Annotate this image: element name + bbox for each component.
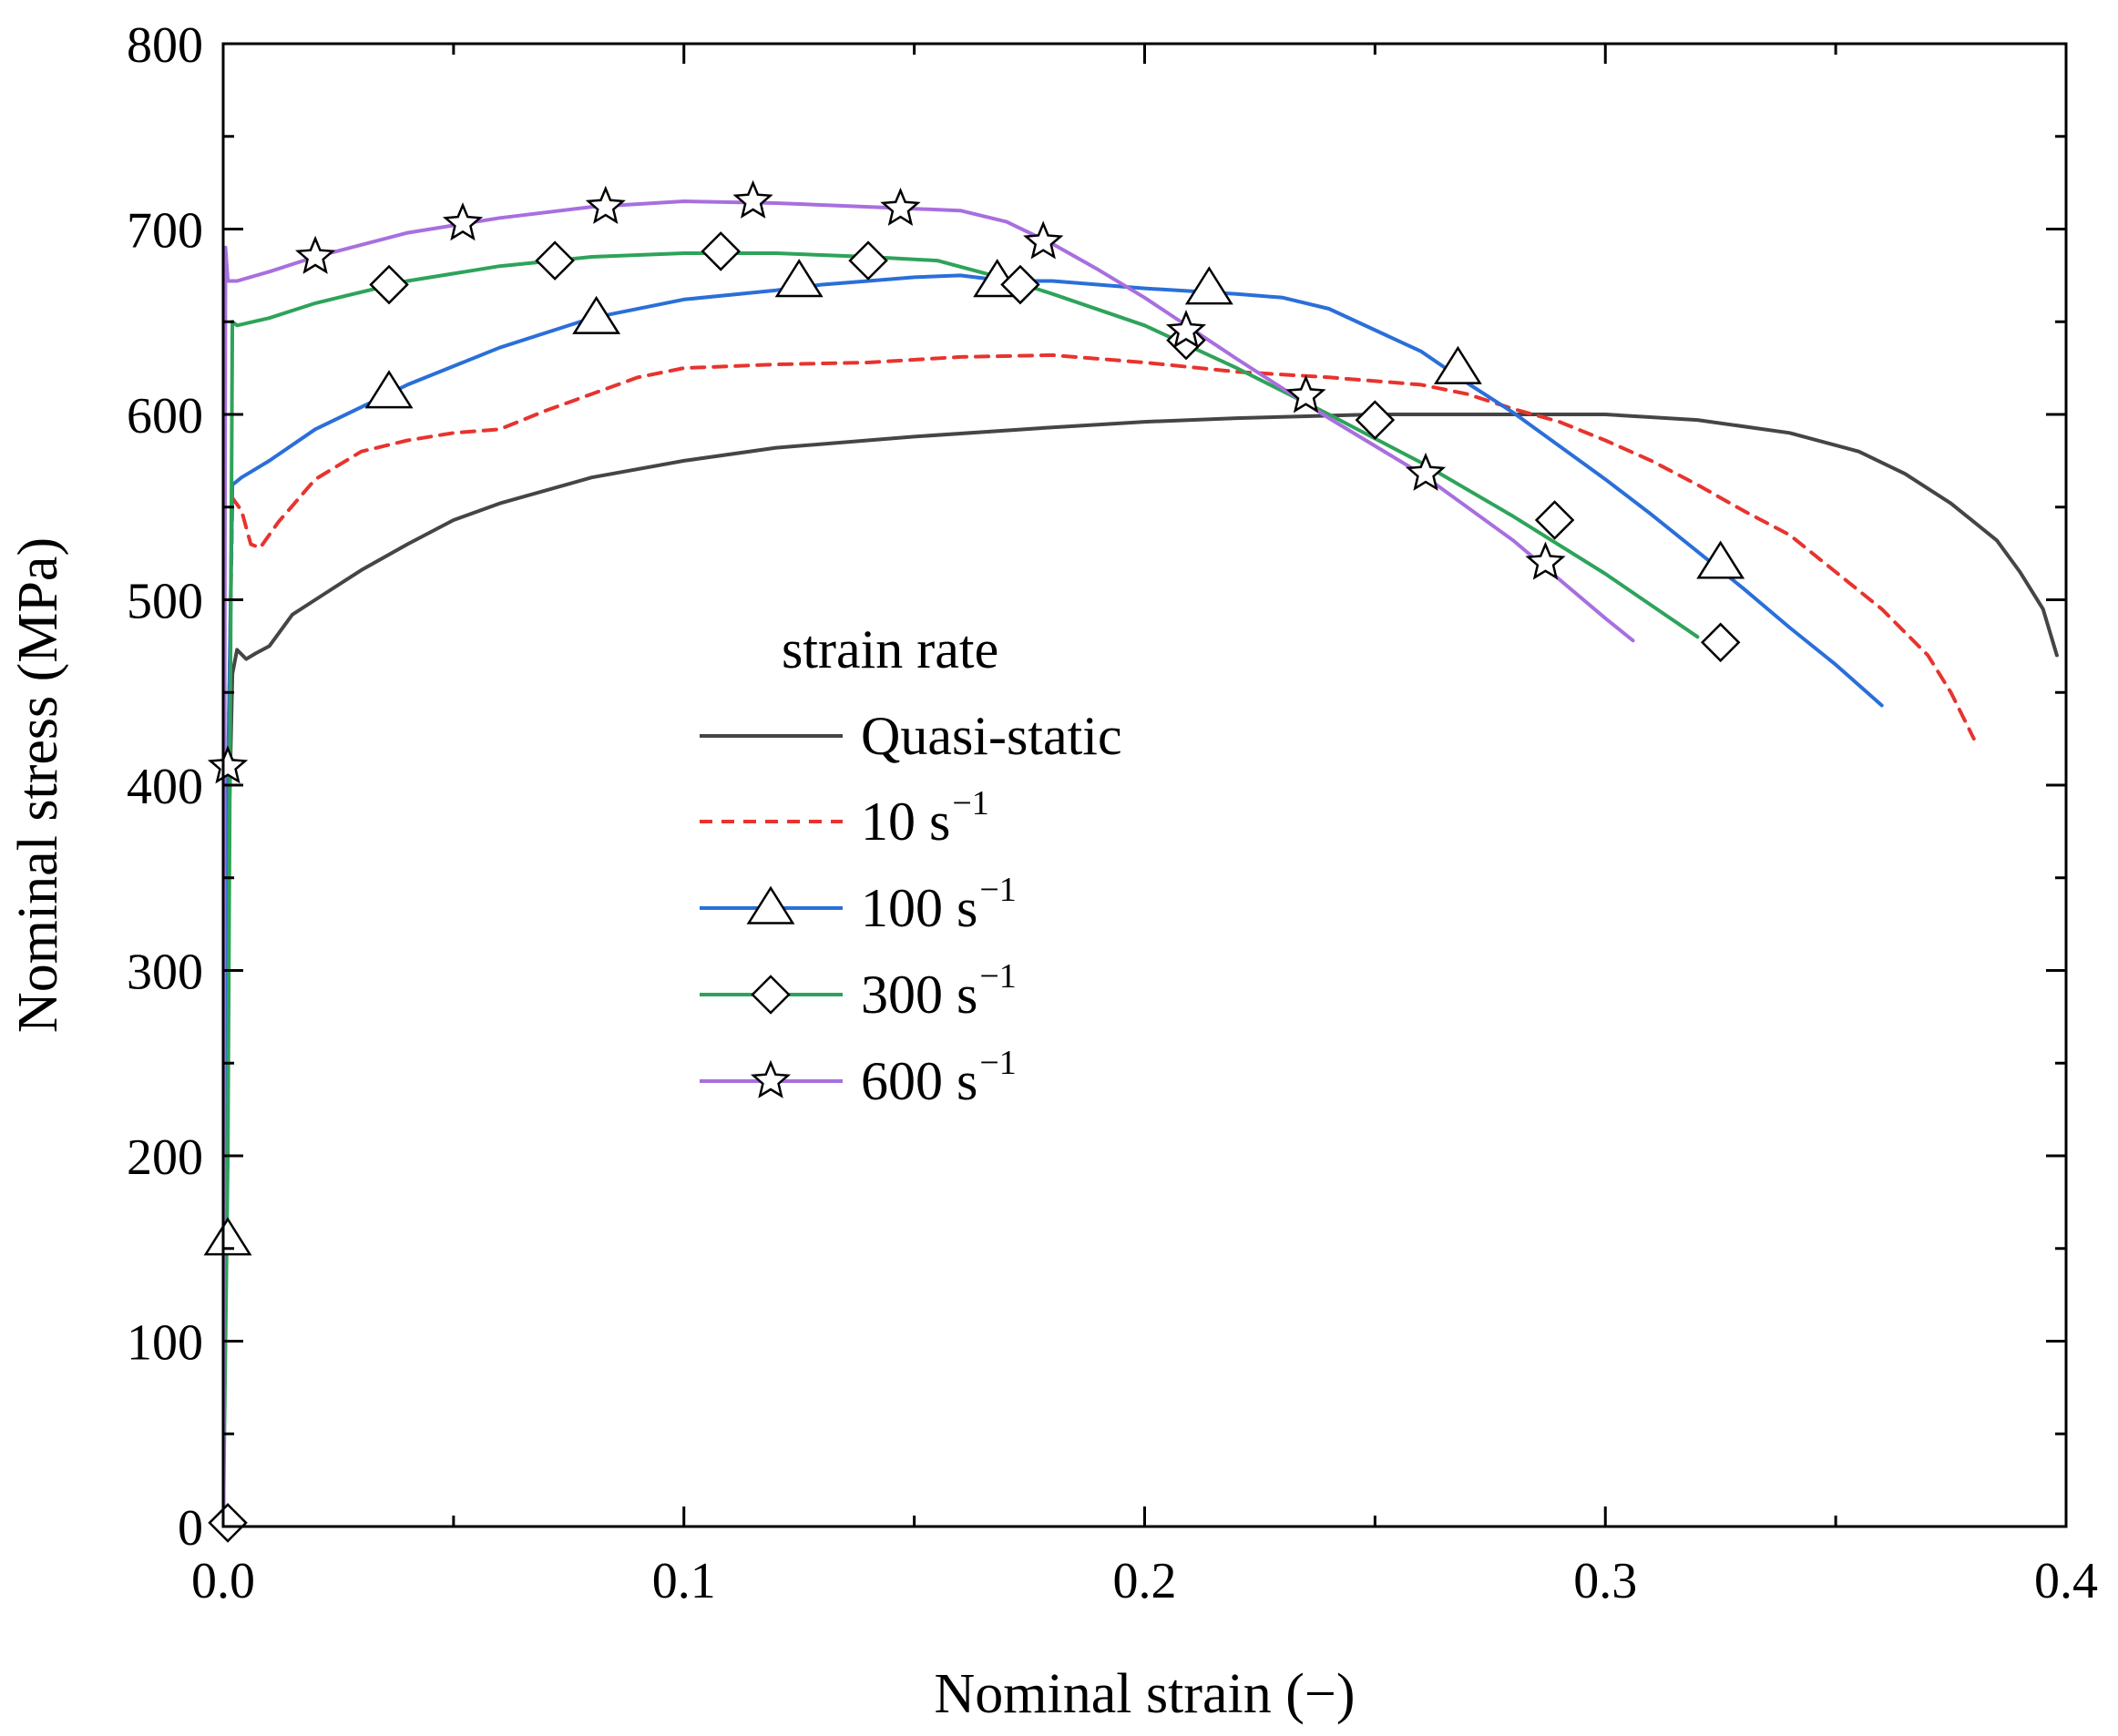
y-tick-label: 200: [127, 1129, 203, 1186]
data-marker-600: [1023, 220, 1064, 260]
data-marker-600: [442, 202, 484, 241]
data-marker-300: [1355, 400, 1396, 440]
data-marker-100: [1696, 540, 1745, 579]
legend-unit-superscript: −1: [952, 784, 988, 822]
legend-label-quasi-static: Quasi-static: [861, 706, 1122, 766]
data-marker-100: [572, 295, 621, 334]
data-marker-300: [701, 231, 741, 271]
y-tick-label: 500: [127, 574, 203, 630]
data-marker-600: [1165, 310, 1207, 349]
series-line-quasi-static: [223, 413, 2059, 1527]
legend-marker-100: [746, 885, 795, 924]
y-tick-label: 700: [127, 203, 203, 260]
x-tick-label: 0.3: [1573, 1553, 1637, 1609]
y-tick-label: 400: [127, 759, 203, 815]
axis-ticks: 0.0 0.1 0.2 0.3 0.4 0 100 200 300 400 500 600 700 800: [127, 17, 2098, 1609]
data-marker-600: [1525, 541, 1566, 580]
legend-marker-600: [750, 1059, 792, 1098]
data-marker-600: [207, 745, 249, 784]
y-tick-label: 0: [178, 1500, 203, 1557]
x-tick-label: 0.2: [1113, 1553, 1177, 1609]
data-marker-300: [1534, 500, 1575, 540]
y-axis-title: Nominal stress (MPa): [7, 537, 69, 1033]
data-marker-100: [364, 370, 414, 409]
data-marker-300: [1000, 264, 1040, 305]
x-axis-title: Nominal strain (−): [935, 1663, 1356, 1725]
data-marker-600: [585, 185, 626, 224]
data-marker-100: [203, 1217, 252, 1256]
data-marker-300: [208, 1503, 248, 1543]
data-marker-600: [732, 179, 773, 219]
series-line-10: [223, 352, 1976, 1527]
y-tick-label: 600: [127, 388, 203, 444]
data-marker-600: [880, 187, 921, 226]
legend-unit-superscript: −1: [979, 871, 1016, 909]
data-marker-100: [1433, 345, 1482, 384]
data-marker-300: [848, 240, 888, 281]
data-marker-100: [1184, 266, 1233, 305]
legend-title: strain rate: [782, 619, 998, 679]
legend-unit-superscript: −1: [979, 957, 1016, 996]
x-tick-label: 0.4: [2034, 1553, 2098, 1609]
y-tick-label: 100: [127, 1315, 203, 1372]
data-marker-300: [1700, 622, 1741, 663]
y-tick-label: 800: [127, 17, 203, 74]
legend-marker-300: [751, 975, 791, 1015]
data-marker-100: [774, 259, 824, 298]
series-line-600: [223, 199, 1635, 1527]
x-tick-label: 0.1: [652, 1553, 716, 1609]
data-marker-600: [295, 235, 336, 274]
data-marker-600: [1285, 374, 1326, 414]
y-tick-label: 300: [127, 945, 203, 1001]
data-marker-600: [1405, 452, 1447, 491]
data-marker-300: [369, 264, 409, 305]
legend-unit-superscript: −1: [979, 1044, 1016, 1082]
marker-layer: [203, 179, 1745, 1543]
data-marker-300: [535, 240, 575, 281]
x-tick-label: 0.0: [191, 1553, 255, 1609]
